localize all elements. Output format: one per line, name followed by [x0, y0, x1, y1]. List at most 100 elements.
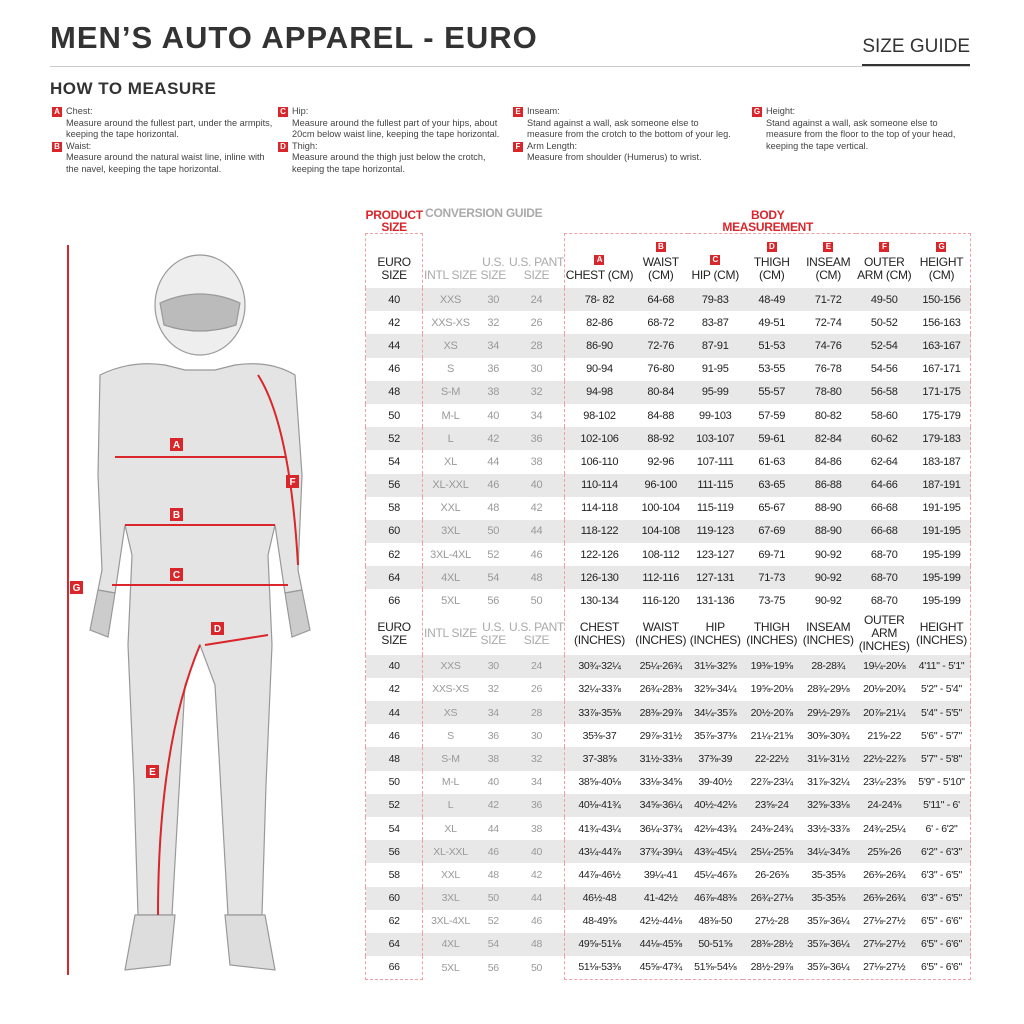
column-header-label: WAIST (CM) — [642, 255, 679, 282]
letter-badge: D — [766, 242, 777, 252]
table-cell: 54-56 — [870, 363, 898, 376]
table-cell: 31⅞-32¼ — [807, 776, 850, 789]
table-cell: 48 — [487, 868, 499, 881]
table-cell: 6' - 6'2" — [912, 816, 972, 841]
table-cell: 64-66 — [855, 473, 913, 497]
table-cell: 56 — [487, 961, 499, 974]
table-cell: 21¼-21⅝ — [750, 729, 794, 742]
table-cell: 54 — [477, 566, 509, 590]
table-cell: 40 — [508, 473, 565, 497]
table-cell: 131-136 — [696, 595, 735, 608]
table-cell: 49⅝-51⅛ — [564, 932, 634, 957]
table-cell: 54 — [477, 932, 509, 957]
table-cell: 167-171 — [912, 357, 972, 381]
table-cell: 175-179 — [912, 403, 972, 428]
table-cell: 20⅛-20¾ — [863, 683, 906, 696]
table-cell: 84-86 — [814, 455, 842, 468]
table-cell: 88-90 — [800, 519, 856, 544]
table-cell: 32⅝-34¼ — [694, 683, 737, 696]
table-cell: 35⅞-37⅜ — [694, 729, 737, 742]
table-cell: 28¾-29⅛ — [807, 683, 850, 696]
table-cell: 33⅛-34⅝ — [639, 776, 683, 789]
table-cell: 62 — [364, 543, 424, 567]
marker-e: E — [149, 767, 156, 778]
table-cell: 36¼-37¾ — [639, 822, 683, 835]
instruction-text: Measure around the natural waist line, i… — [66, 152, 265, 174]
table-cell: 30 — [477, 654, 509, 678]
instruction-height: G Height: Stand against a wall, ask someon… — [750, 106, 975, 152]
table-cell: 67-69 — [742, 519, 801, 544]
table-cell: 50-51⅝ — [687, 932, 743, 957]
table-cell: 82-84 — [800, 427, 856, 451]
group-header-row: PRODUCT SIZE CONVERSION GUIDE BODY MEASURE… — [366, 202, 971, 233]
table-cell: 95-99 — [687, 380, 743, 404]
table-cell: 123-127 — [696, 548, 735, 561]
column-header: C HIP (CM) — [687, 232, 743, 288]
table-cell: S-M — [422, 747, 478, 771]
column-header-label: WAIST (INCHES) — [635, 619, 687, 647]
table-cell: 48 — [364, 380, 424, 404]
table-cell: 22-22½ — [742, 747, 801, 771]
table-cell: 60 — [364, 886, 424, 910]
table-cell: 27⅛-27½ — [855, 956, 913, 980]
instruction-text: Stand against a wall, ask someone else t… — [527, 117, 731, 140]
table-row: 40 XXS 30 24 30¾-32¼ 25¼-26¾ 31⅛-32⅝ 19⅜-19⅝ 28-… — [364, 654, 972, 678]
table-cell: 36 — [487, 363, 500, 376]
column-header: E INSEAM (CM) — [800, 232, 856, 288]
table-cell: 91-95 — [701, 363, 729, 376]
table-cell: 127-131 — [687, 566, 743, 590]
table-row: 42 XXS-XS 32 26 82-86 68-72 83-87 49-51 72-74 50-… — [364, 311, 972, 335]
table-cell: 156-163 — [912, 311, 972, 335]
table-row: 40 XXS 30 24 78- 82 64-68 79-83 48-49 71-72 49-50… — [364, 288, 972, 312]
letter-badge: B — [52, 141, 62, 152]
table-row: 56 XL-XXL 46 40 43¼-44⅞ 37¾-39¼ 43¾-45¼ 25¼-25⅝… — [364, 840, 972, 864]
table-row: 66 5XL 56 50 51⅛-53⅜ 45⅝-47¾ 51⅝-54⅛ 28½-29⅞ 35⅞… — [364, 956, 972, 980]
table-cell: 6'3" - 6'5" — [912, 886, 972, 910]
inch-header-row: EURO SIZE INTL SIZE U.S. SIZE U.S. PANT SIZ… — [364, 612, 972, 655]
table-cell: 78- 82 — [564, 288, 634, 312]
table-cell: 40 — [364, 654, 424, 678]
letter-badge: A — [594, 255, 605, 265]
letter-badge: D — [278, 141, 288, 152]
letter-badge: E — [823, 242, 834, 252]
table-cell: 19⅜-19⅝ — [742, 654, 801, 678]
table-cell: 48 — [508, 932, 565, 957]
table-cell: 6'2" - 6'3" — [912, 840, 972, 864]
table-cell: 46 — [530, 915, 543, 928]
table-cell: 56 — [364, 473, 424, 497]
table-cell: 38⅝-40⅛ — [564, 770, 634, 794]
table-cell: 24⅜-24¾ — [750, 822, 794, 835]
column-header-label: U.S. PANT SIZE — [508, 619, 565, 647]
table-cell: 183-187 — [912, 450, 972, 474]
instruction-column: G Height: Stand against a wall, ask someon… — [750, 106, 975, 152]
column-header-label: OUTER ARM (CM) — [857, 255, 912, 282]
table-row: 62 3XL-4XL 52 46 48-49⅝ 42½-44⅛ 48⅜-50 27½-28 35… — [364, 909, 972, 933]
table-cell: 64 — [364, 932, 424, 957]
table-cell: 29½-29⅞ — [800, 701, 856, 725]
table-cell: 42 — [530, 868, 543, 881]
table-cell: 90-92 — [814, 548, 842, 561]
table-cell: 187-191 — [912, 473, 972, 497]
table-row: 44 XS 34 28 33⅞-35⅜ 28⅜-29⅞ 34¼-35⅞ 20½-20⅞ 29½-… — [364, 701, 972, 725]
table-cell: 42 — [477, 793, 509, 817]
table-cell: 191-195 — [912, 519, 972, 544]
body-measurement-group: BODY MEASUREMENT — [722, 207, 814, 234]
table-cell: 6'5" - 6'6" — [912, 909, 972, 933]
table-cell: 35-35⅜ — [811, 868, 846, 881]
instruction-text: Measure around the thigh just below the … — [292, 152, 486, 174]
column-header: HEIGHT (INCHES) — [912, 612, 972, 655]
instruction-column: C Hip: Measure around the fullest part of … — [276, 106, 501, 176]
column-header: U.S. PANT SIZE — [509, 613, 565, 655]
table-cell: 39-40½ — [698, 776, 733, 789]
table-row: 66 5XL 56 50 130-134 116-120 131-136 73-75 90-92… — [364, 589, 972, 613]
table-cell: 46⅞-48⅜ — [687, 886, 743, 910]
table-cell: 48-49⅝ — [564, 909, 634, 933]
table-cell: 32⅝-33⅛ — [800, 793, 856, 817]
letter-badge: A — [52, 107, 62, 117]
thigh-line — [204, 634, 269, 646]
table-cell: 88-90 — [814, 502, 842, 515]
table-cell: S — [447, 729, 454, 742]
table-cell: XXL — [441, 868, 460, 881]
table-cell: 31⅛-32⅝ — [687, 654, 743, 678]
table-cell: 130-134 — [564, 589, 634, 613]
